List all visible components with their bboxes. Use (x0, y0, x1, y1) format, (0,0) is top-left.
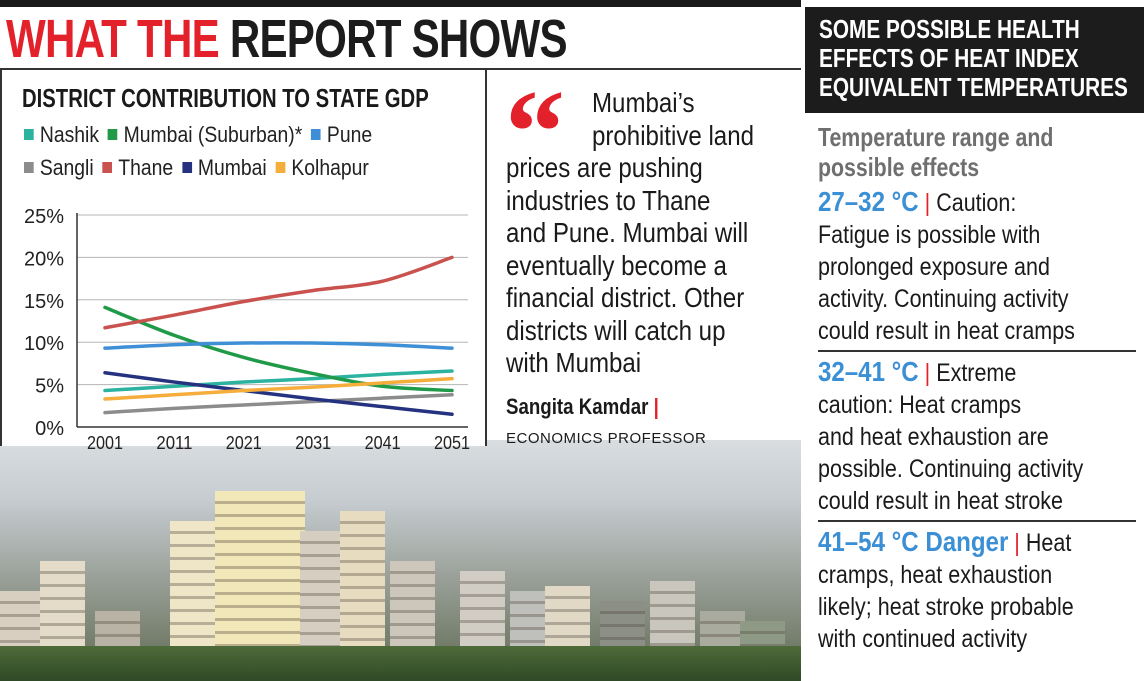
series-line-nashik (103, 369, 454, 393)
effect-line: activity. Continuing activity (818, 285, 1069, 313)
series-line-thane (103, 255, 454, 330)
quote-line: industries to Thane (506, 184, 711, 216)
quote-line: prohibitive land (592, 119, 754, 151)
series-line-sangli (103, 393, 454, 415)
x-tick-label: 2041 (365, 433, 401, 453)
effect-line: and heat exhaustion are (818, 423, 1049, 451)
divider-bar: | (924, 359, 931, 387)
x-tick-label: 2011 (156, 433, 192, 453)
effect-line: with continued activity (818, 625, 1028, 653)
trees (0, 646, 805, 681)
legend-item: Kolhapur (275, 154, 369, 181)
temperature-range: 32–41 °C (818, 356, 919, 387)
subtitle-line: Temperature range and (818, 122, 1054, 152)
legend-item: Nashik (24, 122, 99, 148)
quote-text: Mumbai’s prohibitive land prices are pushi… (506, 87, 788, 380)
health-title-line: EQUIVALENT TEMPERATURES (819, 72, 1128, 102)
quote-line: Mumbai’s (592, 87, 695, 118)
legend-item: Mumbai (182, 155, 267, 181)
legend-item: Sangli (24, 155, 94, 181)
legend-item: Pune (311, 122, 372, 148)
legend-label: Pune (326, 121, 373, 147)
city-skyline-photo (0, 440, 805, 681)
quote-author-role: ECONOMICS PROFESSOR (506, 430, 707, 447)
temperature-range: 41–54 °C Danger (818, 526, 1009, 557)
series-line-mumbai (103, 370, 454, 417)
x-tick-label: 2001 (87, 433, 123, 453)
effect-line: could result in heat stroke (818, 487, 1064, 515)
effect-text: Caution: (936, 189, 1017, 217)
chart-legend-row-1: Nashik Mumbai (Suburban)* Pune (24, 120, 381, 148)
section-first-line: 27–32 °C | Caution: (818, 186, 1091, 219)
health-title-line: SOME POSSIBLE HEALTH (819, 14, 1080, 44)
series-line-pune (103, 341, 454, 350)
effect-text: Heat (1025, 529, 1072, 557)
effect-line: could result in heat cramps (818, 317, 1075, 345)
legend-label: Sangli (39, 154, 94, 180)
legend-label: Mumbai (197, 154, 267, 180)
x-tick-label: 2021 (226, 433, 262, 453)
effect-line: Fatigue is possible with (818, 221, 1041, 249)
quote-line: prices are pushing (506, 152, 703, 183)
series-line-kolhapur (103, 376, 454, 401)
legend-swatch (102, 162, 113, 173)
top-rule (0, 0, 805, 7)
legend-swatch (311, 129, 321, 140)
legend-swatch (275, 162, 286, 173)
y-tick-label: 5% (35, 376, 64, 398)
x-tick-label: 2051 (434, 433, 470, 453)
legend-swatch (107, 129, 118, 140)
health-panel-subtitle: Temperature range and possible effects (818, 122, 1136, 182)
quote-author: Sangita Kamdar | (506, 394, 659, 419)
effect-line: likely; heat stroke probable (818, 593, 1074, 621)
legend-label: Nashik (39, 121, 100, 147)
y-tick-label: 0% (35, 418, 64, 440)
y-tick-label: 10% (24, 333, 64, 355)
y-tick-label: 25% (24, 206, 64, 228)
report-box (0, 68, 805, 448)
health-panel-title: SOME POSSIBLE HEALTH EFFECTS OF HEAT INDE… (805, 7, 1144, 113)
chart-title: DISTRICT CONTRIBUTION TO STATE GDP (22, 83, 429, 113)
series-line-mumbai-suburban (103, 305, 454, 393)
legend-item: Mumbai (Suburban)* (107, 121, 303, 148)
y-tick-label: 15% (24, 291, 64, 313)
effect-line: cramps, heat exhaustion (818, 561, 1053, 589)
temperature-range-section: 32–41 °C | Extreme caution: Heat cramps an… (818, 354, 1136, 522)
quote-line: districts will catch up (506, 314, 726, 346)
health-panel-body: Temperature range and possible effects 27… (818, 122, 1136, 658)
temperature-range-section: 27–32 °C | Caution: Fatigue is possible w… (818, 184, 1136, 352)
y-tick-label: 20% (24, 248, 64, 270)
subtitle-line: possible effects (818, 152, 980, 182)
legend-swatch (182, 162, 192, 173)
chart-legend-row-2: Sangli Thane Mumbai Kolhapur (24, 153, 378, 181)
divider-bar: | (924, 189, 931, 217)
quote-line: eventually become a (506, 249, 727, 281)
effect-line: caution: Heat cramps (818, 391, 1022, 419)
x-tick-label: 2031 (295, 433, 331, 453)
column-gutter (801, 0, 805, 681)
divider-bar: | (1014, 529, 1020, 557)
quote-line: and Pune. Mumbai will (506, 217, 749, 248)
section-first-line: 41–54 °C Danger | Heat (818, 526, 1091, 559)
temperature-range: 27–32 °C (818, 186, 919, 217)
line-chart: 0% 5% 10% 15% 20% 25% 2001 2011 2021 2031 2041 2051 (24, 206, 470, 453)
headline: WHAT THE REPORT SHOWS (6, 9, 568, 69)
health-title-line: EFFECTS OF HEAT INDEX (819, 43, 1079, 73)
legend-label: Mumbai (Suburban)* (123, 121, 303, 147)
effect-text: Extreme (936, 359, 1017, 387)
quote-line: with Mumbai (506, 347, 642, 378)
quote-line: financial district. Other (506, 282, 745, 313)
effect-line: possible. Continuing activity (818, 455, 1084, 483)
temperature-range-section: 41–54 °C Danger | Heat cramps, heat exhau… (818, 524, 1136, 658)
quote-mark-icon: “ (505, 65, 565, 198)
legend-swatch (24, 162, 34, 173)
legend-swatch (24, 129, 34, 140)
legend-label: Kolhapur (291, 154, 369, 180)
legend-item: Thane (102, 155, 173, 181)
effect-line: prolonged exposure and (818, 253, 1050, 281)
section-first-line: 32–41 °C | Extreme (818, 356, 1091, 389)
legend-label: Thane (118, 154, 174, 180)
